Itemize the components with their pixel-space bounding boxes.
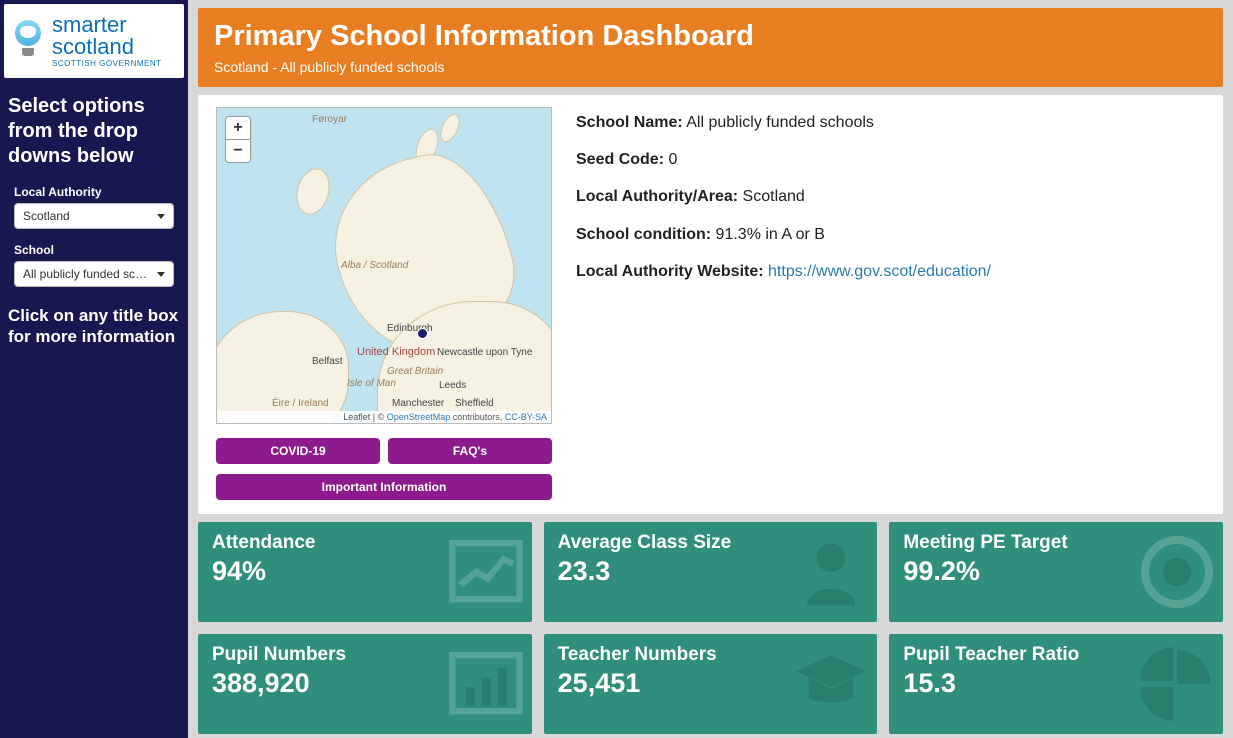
local-authority-value: Scotland (23, 209, 70, 223)
map-label-leeds: Leeds (439, 380, 466, 391)
school-details: School Name: All publicly funded schools… (576, 107, 1205, 500)
map-zoom-controls: + − (225, 116, 251, 163)
school-select[interactable]: All publicly funded schools (14, 261, 174, 287)
school-name-row: School Name: All publicly funded schools (576, 111, 1205, 134)
map-label-iom: Isle of Man (347, 378, 396, 389)
logo-text: smarter scotland SCOTTISH GOVERNMENT (52, 14, 162, 68)
pie-icon (1137, 644, 1217, 724)
stat-card-ratio[interactable]: Pupil Teacher Ratio15.3 (889, 634, 1223, 734)
map-label-foroyar: Føroyar (312, 114, 347, 125)
target-icon (1137, 532, 1217, 612)
map-label-sheffield: Sheffield (455, 398, 494, 409)
page-title-bar: Primary School Information Dashboard Sco… (198, 8, 1223, 87)
app-root: smarter scotland SCOTTISH GOVERNMENT Sel… (0, 0, 1233, 738)
main: Primary School Information Dashboard Sco… (188, 0, 1233, 738)
grad-cap-icon (791, 644, 871, 724)
logo-bulb-icon (10, 20, 46, 62)
map-label-eire: Éire / Ireland (272, 398, 329, 409)
website-label: Local Authority Website: (576, 263, 764, 280)
map-label-belfast: Belfast (312, 356, 343, 367)
chevron-down-icon (157, 272, 165, 277)
person-icon (791, 532, 871, 612)
website-row: Local Authority Website: https://www.gov… (576, 260, 1205, 283)
logo-line2: scotland (52, 36, 162, 58)
zoom-in-button[interactable]: + (226, 117, 250, 139)
logo-line1: smarter (52, 14, 162, 36)
info-panel: + − Føroyar Alba / Scotland Edinburgh Un… (198, 95, 1223, 514)
school-label: School (14, 243, 174, 257)
condition-label: School condition: (576, 226, 711, 243)
seed-code-value: 0 (668, 151, 677, 168)
bar-chart-icon (446, 644, 526, 724)
important-info-button[interactable]: Important Information (216, 474, 552, 500)
sidebar-instruction: Select options from the drop downs below (0, 82, 188, 185)
button-row-1: COVID-19 FAQ's (216, 438, 552, 464)
page-subtitle: Scotland - All publicly funded schools (214, 59, 1207, 75)
faqs-button[interactable]: FAQ's (388, 438, 552, 464)
osm-link[interactable]: OpenStreetMap (387, 412, 451, 422)
map-marker-edinburgh[interactable] (417, 328, 428, 339)
sidebar-note: Click on any title box for more informat… (0, 301, 188, 352)
la-value: Scotland (743, 188, 805, 205)
condition-value: 91.3% in A or B (716, 226, 825, 243)
seed-code-row: Seed Code: 0 (576, 148, 1205, 171)
stat-card-pe-target[interactable]: Meeting PE Target99.2% (889, 522, 1223, 622)
map-attribution: Leaflet | © OpenStreetMap contributors, … (217, 411, 551, 423)
line-chart-icon (446, 532, 526, 612)
map-label-gb: Great Britain (387, 366, 443, 377)
la-label: Local Authority/Area: (576, 188, 738, 205)
zoom-out-button[interactable]: − (226, 139, 250, 162)
local-authority-select[interactable]: Scotland (14, 203, 174, 229)
stat-card-teachers[interactable]: Teacher Numbers25,451 (544, 634, 878, 734)
sidebar: smarter scotland SCOTTISH GOVERNMENT Sel… (0, 0, 188, 738)
map-label-manchester: Manchester (392, 398, 444, 409)
map-label-newcastle: Newcastle upon Tyne (437, 348, 532, 358)
chevron-down-icon (157, 214, 165, 219)
map[interactable]: + − Føroyar Alba / Scotland Edinburgh Un… (216, 107, 552, 424)
stats-grid: Attendance94%Average Class Size23.3Meeti… (198, 522, 1223, 734)
page-title: Primary School Information Dashboard (214, 20, 1207, 53)
school-condition-row: School condition: 91.3% in A or B (576, 223, 1205, 246)
local-authority-field: Local Authority Scotland (0, 185, 188, 243)
website-link[interactable]: https://www.gov.scot/education/ (768, 263, 991, 280)
map-label-uk: United Kingdom (357, 346, 435, 358)
stat-card-attendance[interactable]: Attendance94% (198, 522, 532, 622)
stat-card-pupils[interactable]: Pupil Numbers388,920 (198, 634, 532, 734)
map-column: + − Føroyar Alba / Scotland Edinburgh Un… (216, 107, 552, 500)
cc-link[interactable]: CC-BY-SA (505, 412, 547, 422)
local-authority-label: Local Authority (14, 185, 174, 199)
map-label-alba: Alba / Scotland (341, 260, 408, 271)
school-name-value: All publicly funded schools (686, 114, 874, 131)
school-value: All publicly funded schools (23, 267, 153, 281)
logo: smarter scotland SCOTTISH GOVERNMENT (4, 4, 184, 78)
button-row-2: Important Information (216, 474, 552, 500)
seed-code-label: Seed Code: (576, 151, 664, 168)
local-authority-row: Local Authority/Area: Scotland (576, 185, 1205, 208)
covid-button[interactable]: COVID-19 (216, 438, 380, 464)
stat-card-class-size[interactable]: Average Class Size23.3 (544, 522, 878, 622)
logo-line3: SCOTTISH GOVERNMENT (52, 60, 162, 68)
school-field: School All publicly funded schools (0, 243, 188, 301)
school-name-label: School Name: (576, 114, 683, 131)
